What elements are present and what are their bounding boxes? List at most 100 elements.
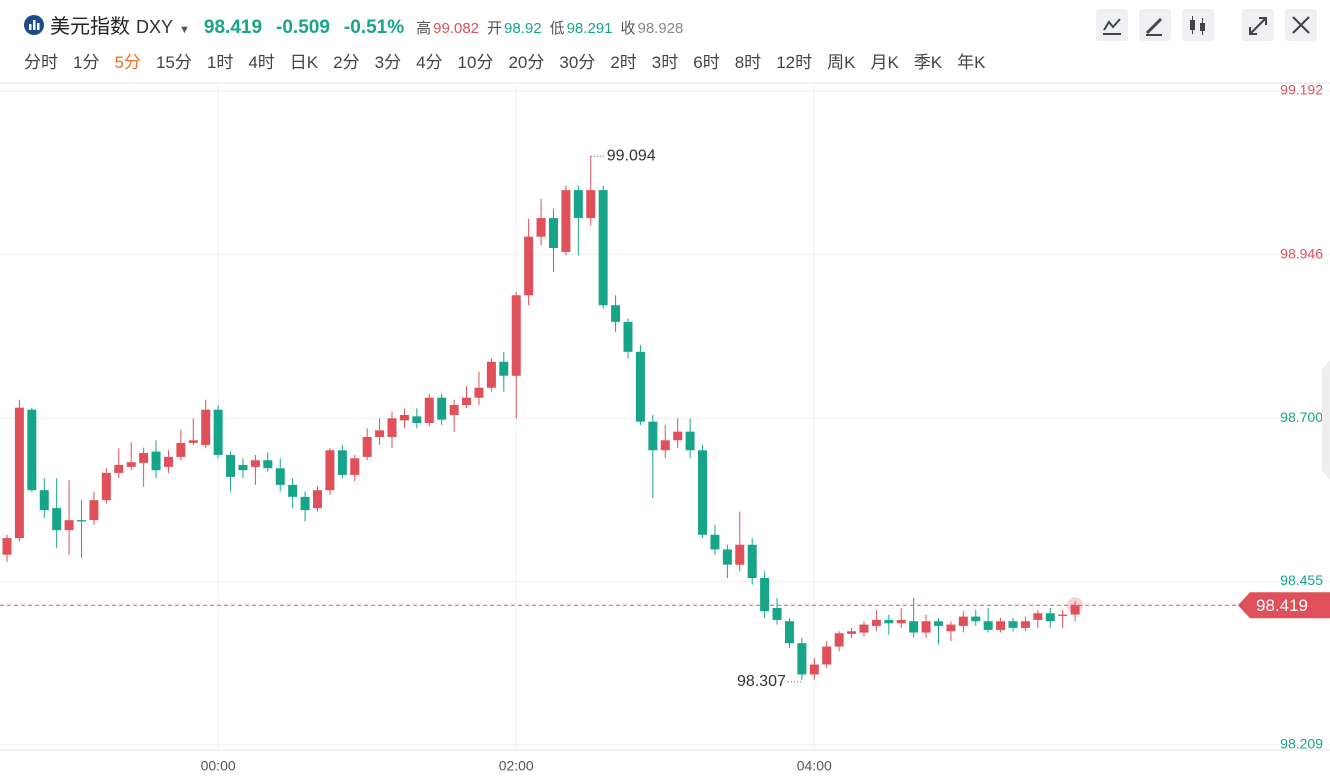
y-tick-label: 98.455 [1280,572,1323,588]
candle-body [623,321,633,352]
candle-body [163,456,173,467]
timeframe-tab[interactable]: 12时 [776,53,813,72]
candle-body [114,464,124,473]
candle-body [101,472,111,501]
timeframe-tab[interactable]: 日K [289,53,319,72]
candle-body [747,544,757,579]
symbol[interactable]: DXY [136,17,174,37]
y-tick-label: 98.946 [1280,245,1323,261]
candle-body [536,218,546,237]
candle-body [847,631,857,634]
timeframe-tab[interactable]: 周K [827,53,856,72]
timeframe-tab[interactable]: 15分 [155,53,192,72]
y-tick-label: 98.700 [1280,409,1323,425]
candle-body [213,409,223,455]
candle-body [1058,614,1068,616]
candle-body [511,295,521,376]
candle-body [275,468,285,485]
x-tick-label: 00:00 [201,758,236,774]
candle-body [288,484,298,497]
candle-body [250,460,260,467]
timeframe-tab[interactable]: 2时 [610,53,637,72]
header: 美元指数 DXY ▼ 98.419 -0.509 -0.51% 高 99.082 … [0,0,1330,44]
candle-body [722,549,732,565]
y-tick-label: 98.209 [1280,736,1323,752]
candle-body [996,621,1006,630]
change-pct: -0.51% [343,17,405,38]
price: 98.419 [203,17,263,38]
toolbar [1096,9,1317,41]
timeframe-tab[interactable]: 30分 [559,53,596,72]
open: 98.92 [504,20,542,37]
candle-body [561,190,571,253]
candle-body [350,458,360,475]
candle-body [437,397,447,420]
timeframe-tab[interactable]: 季K [913,53,943,72]
timeframe-tab[interactable]: 3分 [374,53,402,72]
candle-body [226,454,236,477]
candle-body [648,421,658,451]
candle-body [635,351,645,422]
candle-body [474,387,484,398]
last-price-tag [1238,592,1330,619]
candle-body [586,190,596,219]
candle-body [760,578,770,612]
change: -0.509 [276,17,330,38]
candle-body [64,520,74,531]
candle-body [884,619,894,624]
timeframe-tab[interactable]: 年K [957,53,986,72]
timeframe-tab[interactable]: 6时 [693,53,720,72]
candle-body [1070,605,1080,615]
candle-body [1033,613,1043,620]
candle-body [598,190,608,306]
candle-body [772,607,782,620]
timeframe-tab[interactable]: 分时 [24,53,58,72]
candle-body [499,361,509,376]
tool-button[interactable] [1096,9,1128,41]
candle-body [660,440,670,451]
candle-body [201,409,211,445]
tool-button[interactable] [1139,9,1171,41]
timeframe-tab[interactable]: 3时 [651,53,679,72]
candle-body [337,450,347,475]
tool-button[interactable] [1285,9,1317,41]
candle-body [27,409,37,491]
candle-body [126,462,136,467]
candle-body [934,621,943,626]
candle-body [909,621,919,633]
y-tick-label: 99.192 [1280,82,1323,98]
candle-body [958,616,968,626]
candle-body [611,305,621,322]
candle-body [399,415,409,421]
candle-body [412,416,422,423]
candle-body [698,450,708,535]
timeframe-tab[interactable]: 2分 [333,53,360,72]
open-label: 开 [487,20,503,37]
candle-body [685,431,695,451]
timeframe-tab[interactable]: 5分 [114,53,141,72]
candle-body [784,621,794,644]
timeframe-tab[interactable]: 20分 [508,53,545,72]
timeframe-tab[interactable]: 8时 [734,53,762,72]
x-tick-label: 04:00 [797,758,832,774]
candle-body [39,490,49,511]
scroll-handle [1322,360,1330,480]
tool-button[interactable] [1182,9,1214,41]
timeframe-tab[interactable]: 10分 [457,53,494,72]
live-dot-glow [1067,597,1084,614]
tool-button[interactable] [1242,9,1274,41]
candle-body [52,508,62,531]
candle-body [1008,621,1018,628]
candle-body [151,451,161,471]
timeframe-tab[interactable]: 4分 [416,53,443,72]
dropdown[interactable]: ▼ [179,24,190,36]
candle-body [139,452,149,463]
candle-body [263,460,273,469]
low: 98.291 [566,20,613,37]
quote-row: 美元指数 DXY ▼ 98.419 -0.509 -0.51% 高 99.082 … [24,10,683,39]
timeframe-tab[interactable]: 1时 [206,53,234,72]
timeframe-tab[interactable]: 月K [870,53,899,72]
timeframe-tab[interactable]: 1分 [73,53,100,72]
timeframe-tab[interactable]: 4时 [248,53,275,72]
